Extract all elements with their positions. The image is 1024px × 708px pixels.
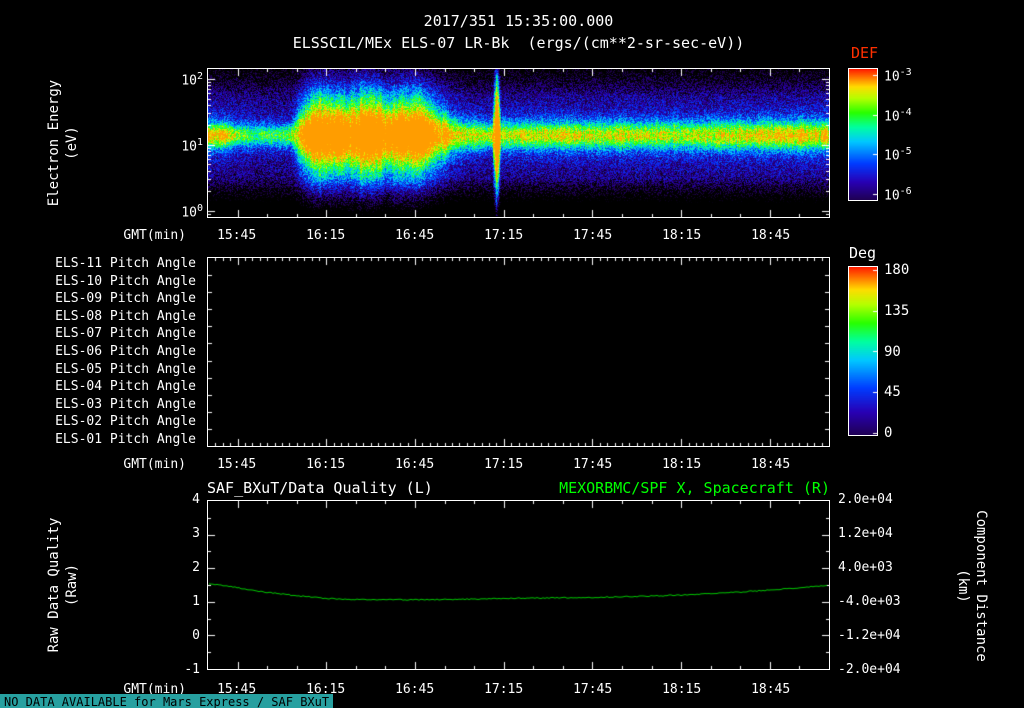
time-tick-label: 17:15 bbox=[484, 228, 524, 243]
distance-axis-tick: 2.0e+04 bbox=[838, 492, 893, 507]
time-tick-label: 16:15 bbox=[306, 228, 346, 243]
spectrogram-y-axis-label-line2: (eV) bbox=[64, 126, 80, 160]
energy-tick-1e0: 100 bbox=[181, 203, 203, 221]
spectrogram-canvas bbox=[208, 69, 829, 217]
distance-y-axis-label: Component Distance (km) bbox=[954, 510, 990, 662]
distance-axis-tick: -4.0e+03 bbox=[838, 594, 901, 609]
pitch-angle-canvas bbox=[208, 258, 829, 446]
time-tick-label: 18:15 bbox=[662, 228, 702, 243]
def-tick-1e-5: 10-5 bbox=[884, 146, 912, 164]
time-tick-label: 18:45 bbox=[751, 682, 791, 697]
time-tick-label: 18:45 bbox=[751, 457, 791, 472]
spectrogram-panel bbox=[207, 68, 830, 218]
def-tick-1e-4: 10-4 bbox=[884, 107, 912, 125]
pitch-angle-row-label: ELS-04 Pitch Angle bbox=[55, 379, 196, 395]
quality-axis-tick: 2 bbox=[192, 560, 200, 575]
distance-axis-tick: -2.0e+04 bbox=[838, 662, 901, 677]
time-tick-label: 18:15 bbox=[662, 457, 702, 472]
deg-colorbar-tick: 135 bbox=[884, 302, 910, 319]
gmt-axis-label-2: GMT(min) bbox=[123, 457, 186, 472]
def-colorbar bbox=[848, 68, 878, 201]
time-tick-label: 18:45 bbox=[751, 228, 791, 243]
quality-axis-tick: 4 bbox=[192, 492, 200, 507]
pitch-angle-row-label: ELS-08 Pitch Angle bbox=[55, 308, 196, 324]
deg-colorbar-tick: 45 bbox=[884, 384, 901, 401]
time-tick-label: 16:15 bbox=[306, 457, 346, 472]
pitch-angle-row-label: ELS-11 Pitch Angle bbox=[55, 256, 196, 271]
no-data-banner: NO DATA AVAILABLE for Mars Express / SAF… bbox=[0, 694, 334, 708]
time-tick-label: 17:45 bbox=[573, 682, 613, 697]
quality-axis-tick: 3 bbox=[192, 526, 200, 541]
time-tick-label: 17:45 bbox=[573, 457, 613, 472]
gmt-axis-label-1: GMT(min) bbox=[123, 228, 186, 243]
def-colorbar-canvas bbox=[849, 69, 877, 200]
quality-y-axis-label-line2: (Raw) bbox=[64, 563, 80, 607]
datetime-title: 2017/351 15:35:00.000 bbox=[423, 12, 614, 30]
distance-axis-tick: 1.2e+04 bbox=[838, 526, 893, 541]
time-tick-label: 16:45 bbox=[395, 228, 435, 243]
pitch-angle-row-label: ELS-10 Pitch Angle bbox=[55, 273, 196, 289]
deg-colorbar-label: Deg bbox=[849, 244, 877, 262]
deg-colorbar-canvas bbox=[849, 267, 877, 435]
line-chart-canvas bbox=[208, 501, 829, 669]
time-tick-label: 17:15 bbox=[484, 457, 524, 472]
time-tick-label: 15:45 bbox=[217, 457, 257, 472]
deg-colorbar-tick: 0 bbox=[884, 425, 893, 441]
def-colorbar-label: DEF bbox=[851, 44, 879, 62]
time-tick-label: 16:45 bbox=[395, 457, 435, 472]
quality-y-axis-label: Raw Data Quality (Raw) bbox=[45, 518, 81, 653]
time-tick-label: 15:45 bbox=[217, 682, 257, 697]
pitch-angle-row-label: ELS-07 Pitch Angle bbox=[55, 326, 196, 342]
time-tick-label: 18:15 bbox=[662, 682, 702, 697]
quality-axis-tick: -1 bbox=[184, 662, 200, 677]
pitch-angle-row-label: ELS-09 Pitch Angle bbox=[55, 291, 196, 307]
distance-y-axis-label-line2: (km) bbox=[955, 569, 971, 603]
quality-title: SAF_BXuT/Data Quality (L) bbox=[207, 479, 433, 497]
plot-title: ELSSCIL/MEx ELS-07 LR-Bk (ergs/(cm**2-sr… bbox=[292, 34, 745, 52]
spectrogram-y-axis-label: Electron Energy (eV) bbox=[45, 80, 81, 206]
time-tick-label: 15:45 bbox=[217, 228, 257, 243]
gmt-axis-label-3: GMT(min) bbox=[123, 682, 186, 697]
quality-distance-panel bbox=[207, 500, 830, 670]
time-tick-label: 17:15 bbox=[484, 682, 524, 697]
time-tick-label: 16:15 bbox=[306, 682, 346, 697]
pitch-angle-row-label: ELS-01 Pitch Angle bbox=[55, 432, 196, 447]
pitch-angle-row-label: ELS-06 Pitch Angle bbox=[55, 344, 196, 359]
deg-colorbar-tick: 90 bbox=[884, 343, 901, 360]
pitch-angle-panel bbox=[207, 257, 830, 447]
pitch-angle-row-label: ELS-05 Pitch Angle bbox=[55, 361, 196, 377]
quality-axis-tick: 1 bbox=[192, 594, 200, 609]
def-tick-1e-3: 10-3 bbox=[884, 67, 912, 85]
pitch-angle-row-label: ELS-02 Pitch Angle bbox=[55, 414, 196, 430]
distance-axis-tick: -1.2e+04 bbox=[838, 628, 901, 643]
distance-y-axis-label-line1: Component Distance bbox=[973, 510, 990, 662]
energy-tick-1e2: 102 bbox=[181, 71, 203, 89]
quality-axis-tick: 0 bbox=[192, 628, 200, 643]
energy-tick-1e1: 101 bbox=[181, 137, 203, 155]
deg-colorbar bbox=[848, 266, 878, 436]
quality-y-axis-label-line1: Raw Data Quality bbox=[45, 517, 62, 653]
time-tick-label: 16:45 bbox=[395, 682, 435, 697]
pitch-angle-row-label: ELS-03 Pitch Angle bbox=[55, 396, 196, 412]
distance-axis-tick: 4.0e+03 bbox=[838, 560, 893, 575]
spectrogram-y-axis-label-line1: Electron Energy bbox=[45, 79, 62, 207]
spacecraft-title: MEXORBMC/SPF X, Spacecraft (R) bbox=[559, 479, 830, 497]
def-tick-1e-6: 10-6 bbox=[884, 186, 912, 204]
time-tick-label: 17:45 bbox=[573, 228, 613, 243]
deg-colorbar-tick: 180 bbox=[884, 262, 910, 278]
